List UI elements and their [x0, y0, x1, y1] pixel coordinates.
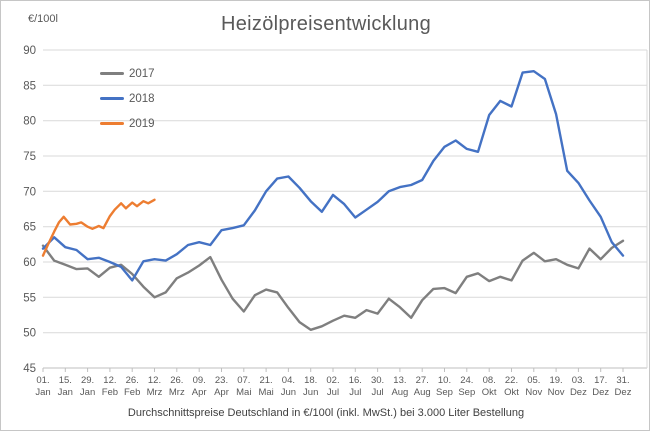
legend-line-swatch-2018	[100, 97, 124, 100]
x-axis-tick-label: 29.	[81, 375, 94, 386]
x-axis-tick-label: Feb	[102, 387, 118, 398]
y-axis-tick-label: 75	[23, 151, 36, 163]
x-axis-tick-label: 16.	[349, 375, 362, 386]
chart-caption: Durchschnittspreise Deutschland in €/100…	[127, 407, 525, 419]
legend-line-swatch-2017	[100, 72, 124, 75]
x-axis-tick-label: Jan	[35, 387, 50, 398]
x-axis-tick-label: Mai	[258, 387, 273, 398]
series-line-2019	[41, 198, 156, 257]
x-axis-tick-label: Sep	[436, 387, 453, 398]
series-line-2017	[41, 239, 625, 331]
x-axis-tick-label: 08.	[483, 375, 496, 386]
y-axis-tick-label: 80	[23, 116, 36, 128]
x-axis-tick-label: 03.	[572, 375, 585, 386]
x-axis-tick-label: Apr	[214, 387, 229, 398]
x-axis-tick-label: 12.	[148, 375, 161, 386]
x-axis-tick-label: Apr	[192, 387, 207, 398]
x-axis-tick-label: Dez	[592, 387, 609, 398]
y-axis-tick-label: 60	[23, 257, 36, 269]
x-axis-tick-label: Dez	[615, 387, 632, 398]
chart-title: Heizölpreisentwicklung	[220, 13, 432, 35]
legend-item-2018: 2018	[100, 86, 155, 111]
y-axis-tick-label: 45	[23, 363, 36, 375]
y-axis-tick-label: 65	[23, 222, 36, 234]
x-axis-tick-label: Jun	[303, 387, 318, 398]
x-axis-tick-label: Mai	[236, 387, 251, 398]
x-axis-tick-label: 21.	[259, 375, 272, 386]
x-axis-tick-label: 22.	[505, 375, 518, 386]
x-axis-tick-label: Jan	[80, 387, 95, 398]
x-axis-tick-label: Jul	[349, 387, 361, 398]
series-line-2018	[41, 69, 625, 282]
x-axis-tick-label: 04.	[282, 375, 295, 386]
x-axis-tick-label: Jul	[372, 387, 384, 398]
x-axis-tick-label: Dez	[570, 387, 587, 398]
x-axis-tick-label: 15.	[59, 375, 72, 386]
y-axis-unit-label: €/100l	[28, 13, 58, 25]
x-axis-tick-label: 27.	[416, 375, 429, 386]
legend-line-swatch-2019	[100, 122, 124, 125]
x-axis-tick-label: Nov	[525, 387, 542, 398]
x-axis-tick-label: 07.	[237, 375, 250, 386]
x-axis-tick-label: 02.	[326, 375, 339, 386]
legend: 2017 2018 2019	[100, 61, 155, 136]
legend-label: 2018	[129, 92, 155, 105]
x-axis-tick-label: Nov	[548, 387, 565, 398]
y-axis-tick-label: 90	[23, 45, 36, 57]
x-axis-tick-label: Mrz	[147, 387, 163, 398]
x-axis-tick-label: 18.	[304, 375, 317, 386]
x-axis-tick-label: 09.	[193, 375, 206, 386]
y-axis-tick-label: 55	[23, 292, 36, 304]
x-axis-tick-label: Okt	[504, 387, 519, 398]
x-axis-tick-label: Aug	[391, 387, 408, 398]
x-axis-tick-label: 01.	[36, 375, 49, 386]
x-axis-tick-label: Mrz	[169, 387, 185, 398]
x-axis-tick-label: Aug	[414, 387, 431, 398]
y-axis-tick-label: 70	[23, 186, 36, 198]
legend-label: 2019	[129, 117, 155, 130]
x-axis-tick-label: 26.	[170, 375, 183, 386]
x-axis-tick-label: Okt	[482, 387, 497, 398]
x-axis-tick-label: 12.	[103, 375, 116, 386]
x-axis-tick-label: 30.	[371, 375, 384, 386]
y-axis-tick-label: 85	[23, 80, 36, 92]
x-axis-tick-label: 05.	[527, 375, 540, 386]
x-axis-tick-label: 23.	[215, 375, 228, 386]
x-axis-tick-label: Jun	[281, 387, 296, 398]
x-axis-tick-label: 17.	[594, 375, 607, 386]
legend-label: 2017	[129, 67, 155, 80]
x-axis-tick-label: 19.	[549, 375, 562, 386]
x-axis-tick-label: 13.	[393, 375, 406, 386]
x-axis-tick-label: Jul	[327, 387, 339, 398]
x-axis-tick-label: 26.	[126, 375, 139, 386]
legend-item-2019: 2019	[100, 111, 155, 136]
x-axis-tick-label: Jan	[58, 387, 73, 398]
y-axis-tick-label: 50	[23, 328, 36, 340]
x-axis-tick-label: Feb	[124, 387, 140, 398]
x-axis-tick-label: 24.	[460, 375, 473, 386]
x-axis-tick-label: 31.	[616, 375, 629, 386]
x-axis-tick-label: Sep	[458, 387, 475, 398]
x-axis-tick-label: 10.	[438, 375, 451, 386]
legend-item-2017: 2017	[100, 61, 155, 86]
